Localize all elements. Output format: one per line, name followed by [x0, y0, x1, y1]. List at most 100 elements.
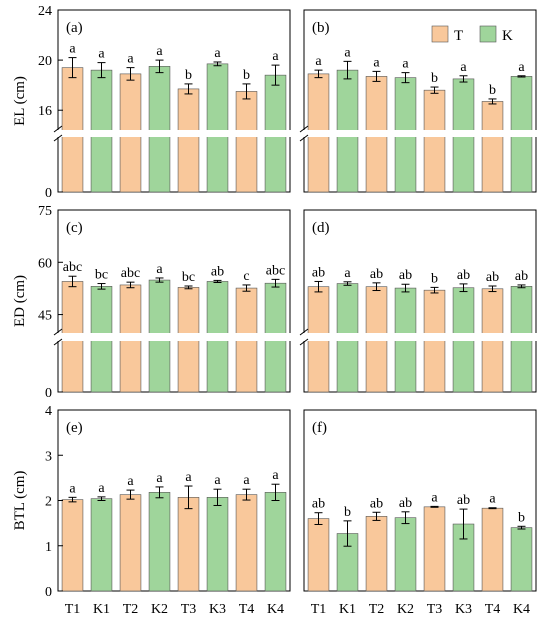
- y-tick-label: 75: [38, 204, 52, 219]
- panel-a: a a a a b a b a 0 16 20 24 EL (cm) (a): [12, 4, 291, 201]
- significance-label: b: [431, 271, 438, 286]
- axis-break-band: [296, 130, 537, 137]
- significance-label: a: [156, 471, 163, 486]
- bar-T4: [481, 101, 504, 193]
- significance-label: b: [243, 68, 250, 83]
- significance-label: a: [214, 46, 221, 61]
- significance-label: a: [156, 44, 163, 59]
- significance-label: a: [344, 45, 351, 60]
- significance-label: ab: [312, 497, 325, 512]
- x-tick-label: T4: [239, 602, 255, 617]
- x-tick-label: K2: [397, 602, 414, 617]
- y-tick-label: 0: [45, 186, 52, 201]
- significance-label: b: [431, 71, 438, 86]
- significance-label: ab: [370, 496, 383, 511]
- significance-label: b: [489, 83, 496, 98]
- y-tick-label: 1: [45, 540, 52, 555]
- panel-label: (e): [66, 420, 83, 436]
- y-axis-title: BTL (cm): [12, 471, 28, 531]
- significance-label: ab: [457, 493, 470, 508]
- y-axis-title: ED (cm): [12, 275, 28, 327]
- y-axis-title: EL (cm): [12, 76, 28, 126]
- significance-label: ab: [486, 270, 499, 285]
- y-tick-label: 2: [45, 495, 52, 510]
- significance-label: a: [373, 55, 380, 70]
- panel-label: (c): [66, 220, 83, 236]
- significance-label: bc: [95, 268, 108, 283]
- plot-frame: [303, 409, 537, 592]
- bar-K2: [394, 517, 417, 592]
- bar-T4: [481, 507, 504, 592]
- bar-T3: [423, 89, 446, 193]
- significance-label: a: [518, 60, 525, 75]
- bar-T2: [119, 494, 142, 592]
- axis-break-band: [50, 333, 291, 341]
- bar-T1: [61, 67, 84, 193]
- x-tick-label: T4: [485, 602, 501, 617]
- y-tick-label: 60: [38, 256, 52, 271]
- bar-T3: [177, 88, 200, 193]
- significance-label: a: [156, 262, 163, 277]
- bar-K4: [264, 492, 287, 592]
- x-tick-label: T1: [65, 602, 81, 617]
- bar-T1: [307, 518, 330, 592]
- legend-swatch-T: [431, 25, 449, 43]
- x-tick-label: T2: [369, 602, 385, 617]
- y-tick-label: 3: [45, 449, 52, 464]
- significance-label: ab: [312, 265, 325, 280]
- x-tick-label: K3: [455, 602, 472, 617]
- panel-d: ab a ab ab b ab ab ab (d): [296, 209, 537, 393]
- x-tick-label: K2: [151, 602, 168, 617]
- bar-K2: [148, 66, 171, 193]
- significance-label: a: [402, 57, 409, 72]
- significance-label: abc: [266, 263, 285, 278]
- y-tick-label: 24: [38, 4, 52, 19]
- x-tick-label: K1: [93, 602, 110, 617]
- y-tick-label: 0: [45, 386, 52, 401]
- y-tick-label: 16: [38, 104, 52, 119]
- x-tick-label: K1: [339, 602, 356, 617]
- significance-label: abc: [63, 260, 82, 275]
- axis-break-band: [296, 333, 537, 341]
- significance-label: a: [344, 266, 351, 281]
- bar-K3: [206, 497, 229, 592]
- bar-K4: [510, 527, 533, 592]
- x-tick-label: T2: [123, 602, 139, 617]
- bar-T3: [423, 289, 446, 393]
- significance-label: a: [69, 42, 76, 57]
- x-tick-label: T3: [427, 602, 443, 617]
- significance-label: a: [272, 468, 279, 483]
- significance-label: a: [98, 47, 105, 62]
- bar-T4: [235, 91, 258, 193]
- bar-T3: [423, 506, 446, 592]
- significance-label: a: [98, 481, 105, 496]
- significance-label: b: [518, 510, 525, 525]
- significance-label: b: [185, 68, 192, 83]
- significance-label: a: [272, 49, 279, 64]
- x-tick-label: K4: [267, 602, 284, 617]
- y-tick-label: 20: [38, 54, 52, 69]
- significance-label: a: [431, 490, 438, 505]
- panel-label: (f): [312, 420, 327, 436]
- significance-label: a: [460, 60, 467, 75]
- significance-label: c: [243, 269, 249, 284]
- bar-T2: [365, 516, 388, 592]
- bar-T1: [61, 499, 84, 592]
- panel-e: a a a a a a a a 0 1 2 3 4 BTL (cm) (e) T1 K1 T2 K2 T3 K3 T4 K4: [12, 404, 291, 617]
- x-tick-label: T3: [181, 602, 197, 617]
- legend-label-T: T: [454, 28, 463, 44]
- panel-label: (b): [312, 20, 330, 36]
- panel-label: (d): [312, 220, 330, 236]
- bar-T3: [177, 497, 200, 592]
- y-tick-label: 4: [45, 404, 52, 419]
- legend-label-K: K: [502, 28, 513, 44]
- y-tick-label: 45: [38, 309, 52, 324]
- panel-b: a a a a b a b a (b): [296, 9, 537, 193]
- significance-label: bc: [182, 270, 195, 285]
- significance-label: ab: [399, 496, 412, 511]
